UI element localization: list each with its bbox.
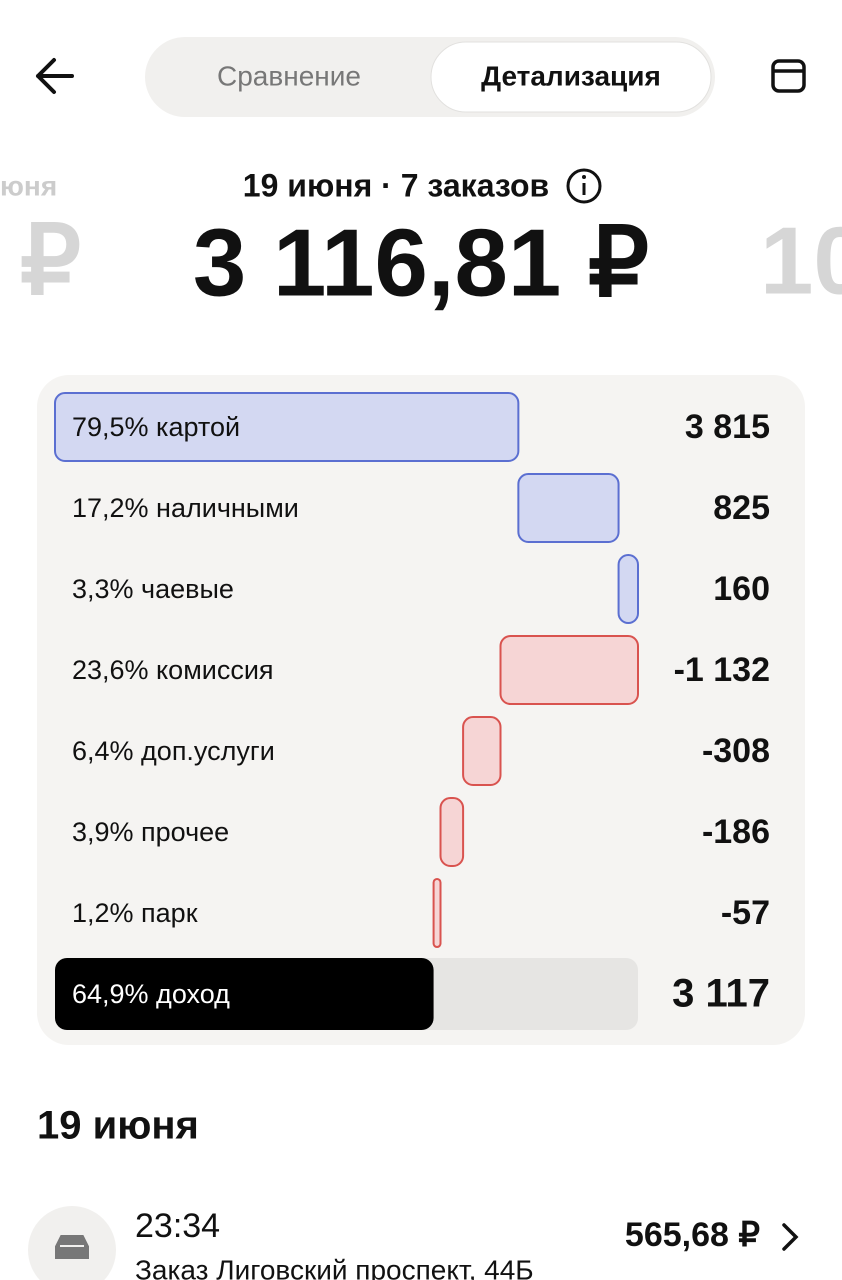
total-amount: 3 117 — [672, 972, 770, 1016]
back-button[interactable] — [36, 58, 74, 94]
waterfall-bar — [462, 716, 502, 786]
waterfall-bar — [617, 554, 639, 624]
car-icon — [53, 1233, 91, 1261]
summary-subtitle: 19 июня · 7 заказов — [243, 167, 549, 203]
breakdown-chart: 79,5% картой 3 815 17,2% наличными 825 3,3% … — [54, 392, 770, 1030]
orders-date: 19 июня — [37, 1104, 199, 1148]
waterfall-bar — [54, 392, 520, 462]
order-item[interactable]: 23:34 Заказ Лиговский проспект, 44Б 565,… — [28, 1206, 799, 1280]
next-day-amount: 10 — [760, 207, 842, 314]
tab-active[interactable]: Детализация — [481, 60, 661, 91]
row-label: 1,2% парк — [72, 898, 198, 928]
row-amount: -186 — [702, 813, 770, 851]
prev-day-amount: ₽ — [20, 207, 81, 314]
order-title: Заказ Лиговский проспект, 44Б — [135, 1254, 534, 1280]
row-label: 23,6% комиссия — [72, 655, 274, 685]
order-time: 23:34 — [135, 1207, 220, 1245]
prev-day-label: юня — [0, 170, 57, 201]
row-amount: 825 — [713, 489, 770, 527]
total-label: 64,9% доход — [72, 979, 230, 1009]
row-label: 3,3% чаевые — [72, 574, 234, 604]
row-amount: -1 132 — [674, 651, 770, 689]
row-amount: -308 — [702, 732, 770, 770]
row-amount: 160 — [713, 570, 770, 608]
waterfall-bar — [432, 878, 442, 948]
order-price: 565,68 ₽ — [625, 1216, 760, 1254]
tab[interactable]: Сравнение — [217, 60, 361, 91]
calendar-button[interactable] — [771, 59, 806, 93]
row-label: 79,5% картой — [72, 412, 240, 442]
back-icon — [36, 58, 74, 94]
chevron — [782, 1223, 799, 1251]
row-label: 6,4% доп.услуги — [72, 736, 275, 766]
info-icon-dot — [582, 175, 586, 179]
row-label: 17,2% наличными — [72, 493, 299, 523]
info-button[interactable] — [566, 168, 602, 204]
row-label: 3,9% прочее — [72, 817, 229, 847]
active-tab-bg — [430, 41, 712, 113]
calendar-icon — [771, 59, 806, 93]
waterfall-bar — [439, 797, 465, 867]
info-icon — [566, 168, 602, 204]
total-bar — [55, 958, 434, 1030]
row-amount: -57 — [721, 894, 770, 932]
row-amount: 3 815 — [685, 408, 770, 446]
waterfall-bar — [517, 473, 620, 543]
breakdown-card — [37, 375, 805, 1045]
summary-amount: 3 116,81 ₽ — [193, 209, 649, 316]
waterfall-bar — [499, 635, 639, 705]
